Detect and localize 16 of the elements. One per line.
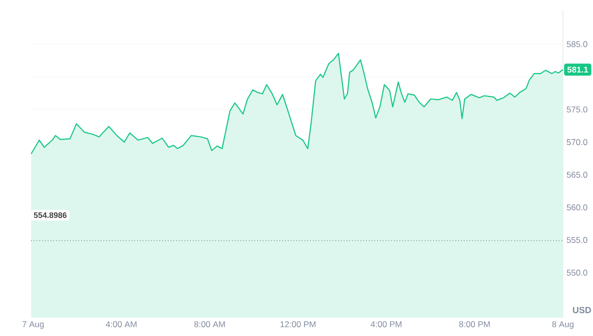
x-tick-label: 4:00 PM [370, 321, 402, 328]
x-tick-label: 8:00 AM [194, 321, 225, 328]
annotation: 581.1 [567, 66, 588, 73]
y-axis-title: USD [572, 306, 591, 314]
y-tick-label: 565.0 [566, 172, 588, 178]
x-tick-label: 8 Aug [552, 321, 574, 329]
x-tick-label: 4:00 AM [106, 321, 136, 328]
y-tick-label: 550.0 [566, 270, 588, 276]
x-tick-label: 8:00 PM [459, 321, 490, 328]
y-tick-label: 575.0 [566, 106, 588, 112]
y-tick-label: 570.0 [566, 139, 588, 146]
x-tick-label: 12:00 PM [280, 321, 316, 328]
y-tick-label: 560.0 [566, 204, 588, 210]
y-tick-label: 555.0 [566, 237, 588, 244]
y-tick-label: 585.0 [566, 41, 588, 48]
x-tick-label: 7 Aug [22, 321, 44, 329]
